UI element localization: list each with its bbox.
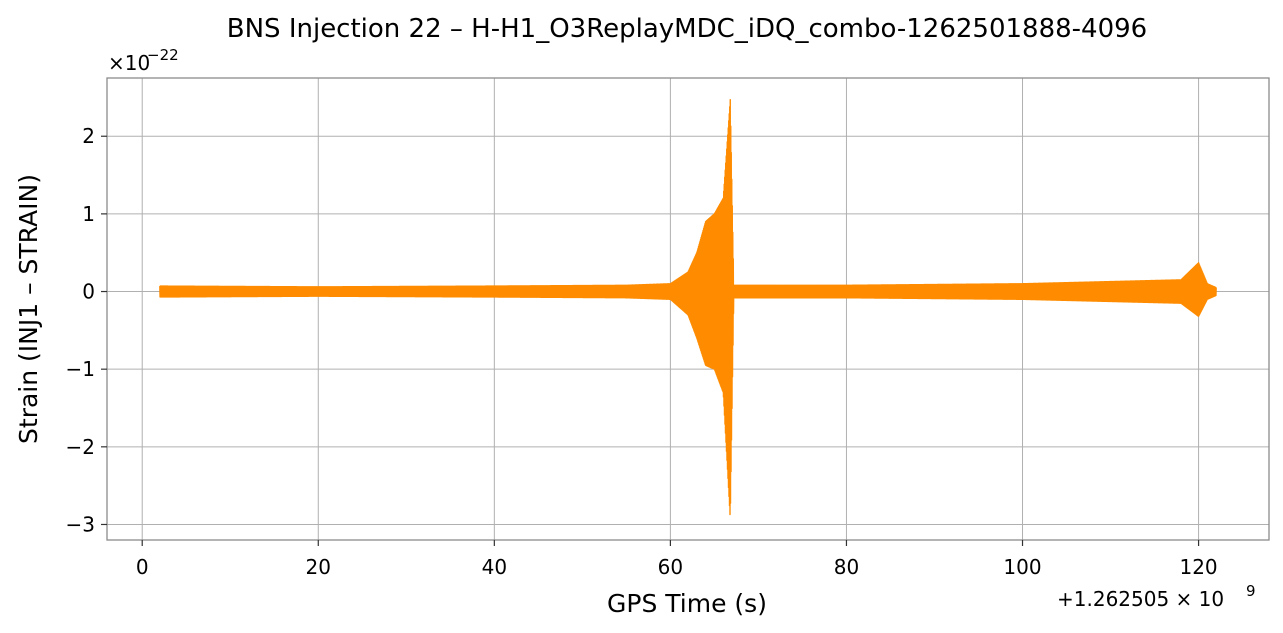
x-offset-exponent: 9 <box>1246 582 1256 600</box>
plot-frame <box>106 77 1270 541</box>
tick-layer: 0 20 40 60 80 100 120 −3 −2 −1 0 1 2 <box>66 124 1218 579</box>
x-tick-label: 100 <box>1003 555 1041 579</box>
y-tick-label: 0 <box>82 280 95 304</box>
x-tick-label: 80 <box>834 555 859 579</box>
x-tick-label: 40 <box>482 555 507 579</box>
y-tick-label: −1 <box>66 357 95 381</box>
data-layer <box>159 99 1217 516</box>
x-tick-label: 120 <box>1179 555 1217 579</box>
x-axis-label: GPS Time (s) <box>607 589 767 618</box>
y-scale-factor: ×10 −22 <box>108 46 179 75</box>
x-tick-label: 0 <box>136 555 149 579</box>
y-tick-label: 2 <box>82 124 95 148</box>
x-tick-label: 60 <box>658 555 683 579</box>
y-tick-label: −2 <box>66 435 95 459</box>
x-tick-label: 20 <box>306 555 331 579</box>
y-scale-exponent: −22 <box>147 46 179 64</box>
chart-title: BNS Injection 22 – H-H1_O3ReplayMDC_iDQ_… <box>227 14 1147 44</box>
x-offset-factor: +1.262505 × 10 9 <box>1057 582 1256 611</box>
series-line-0 <box>159 99 1217 516</box>
y-tick-label: 1 <box>82 202 95 226</box>
y-tick-label: −3 <box>66 512 95 536</box>
y-scale-text: ×10 <box>108 51 150 75</box>
x-offset-text: +1.262505 × 10 <box>1057 587 1224 611</box>
y-axis-label: Strain (INJ1 – STRAIN) <box>14 174 43 444</box>
